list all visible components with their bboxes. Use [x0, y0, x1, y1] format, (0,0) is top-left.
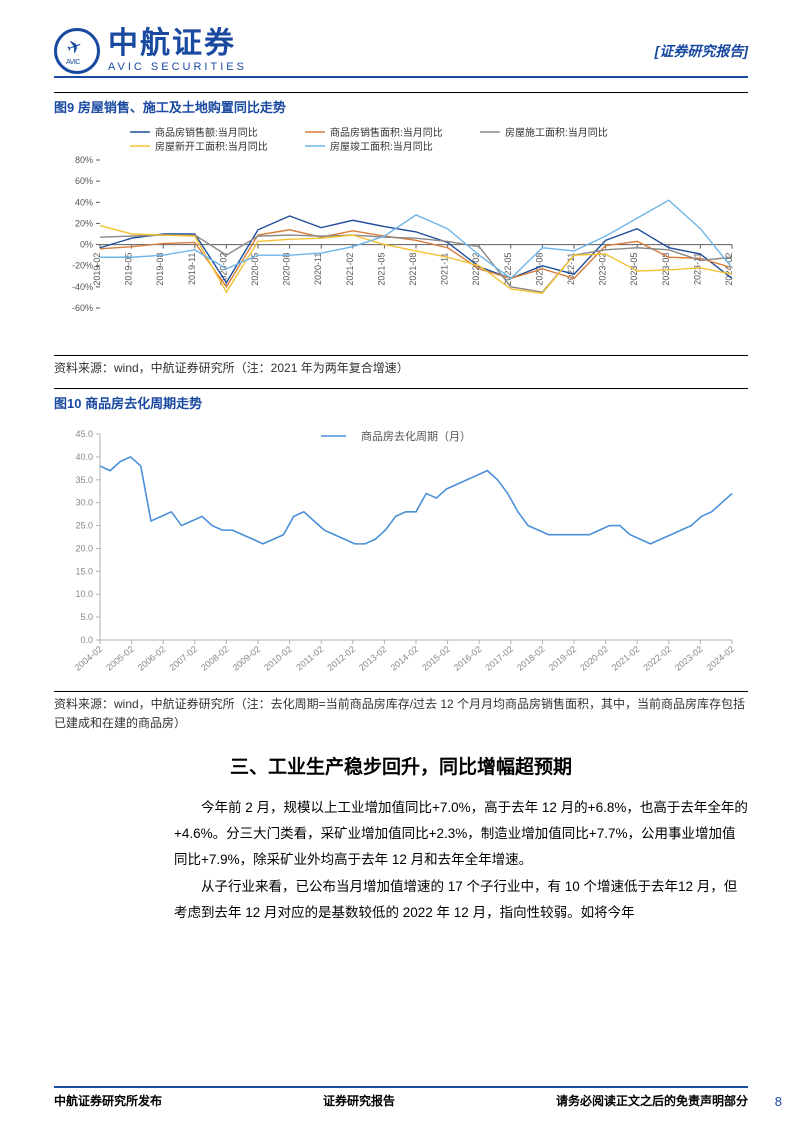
footer-center: 证券研究报告 — [323, 1092, 395, 1109]
svg-text:0%: 0% — [80, 240, 93, 250]
svg-text:20%: 20% — [75, 218, 93, 228]
chart10-svg: 0.0 5.0 10.0 15.0 20.0 25.0 30.0 35.0 40.0 45.0 20… — [54, 416, 742, 686]
section-heading: 三、工业生产稳步回升，同比增幅超预期 — [54, 752, 748, 779]
logo-sub-text: AVIC — [66, 59, 80, 66]
logo-name-cn: 中航证券 — [108, 29, 247, 59]
svg-text:2018-02: 2018-02 — [515, 644, 547, 673]
svg-text:2022-02: 2022-02 — [641, 644, 673, 673]
page-header: ✈ AVIC 中航证券 AVIC SECURITIES [证券研究报告] — [54, 28, 748, 78]
svg-text:商品房去化周期（月）: 商品房去化周期（月） — [361, 429, 471, 443]
chart10: 0.0 5.0 10.0 15.0 20.0 25.0 30.0 35.0 40.0 45.0 20… — [54, 416, 748, 691]
svg-text:40.0: 40.0 — [75, 452, 93, 462]
svg-text:2006-02: 2006-02 — [136, 644, 168, 673]
svg-text:60%: 60% — [75, 176, 93, 186]
svg-text:2012-02: 2012-02 — [325, 644, 357, 673]
svg-text:2010-02: 2010-02 — [262, 644, 294, 673]
svg-text:2008-02: 2008-02 — [199, 644, 231, 673]
svg-text:2005-02: 2005-02 — [104, 644, 136, 673]
svg-text:2022-05: 2022-05 — [503, 253, 513, 286]
logo-name-en: AVIC SECURITIES — [108, 61, 247, 73]
svg-text:2011-02: 2011-02 — [294, 644, 325, 672]
svg-text:2016-02: 2016-02 — [452, 644, 484, 673]
svg-text:2021-02: 2021-02 — [345, 253, 355, 286]
svg-text:30.0: 30.0 — [75, 498, 93, 508]
chart9: 商品房销售额:当月同比 商品房销售面积:当月同比 房屋施工面积:当月同比房屋新开工面… — [54, 120, 748, 355]
svg-text:2004-02: 2004-02 — [73, 644, 105, 673]
svg-text:商品房销售额:当月同比: 商品房销售额:当月同比 — [155, 126, 258, 139]
svg-text:80%: 80% — [75, 155, 93, 165]
svg-text:房屋新开工面积:当月同比: 房屋新开工面积:当月同比 — [155, 140, 268, 153]
svg-text:2019-11: 2019-11 — [187, 253, 197, 285]
chart9-title: 图9 房屋销售、施工及土地购置同比走势 — [54, 92, 748, 116]
svg-text:2023-02: 2023-02 — [673, 644, 705, 673]
svg-text:2020-08: 2020-08 — [282, 253, 292, 286]
svg-text:房屋施工面积:当月同比: 房屋施工面积:当月同比 — [505, 126, 608, 139]
body-para-2: 从子行业来看，已公布当月增加值增速的 17 个子行业中，有 10 个增速低于去年… — [174, 874, 748, 927]
svg-text:2024-02: 2024-02 — [705, 644, 737, 673]
logo-mark: ✈ AVIC — [54, 28, 100, 74]
body-para-1: 今年前 2 月，规模以上工业增加值同比+7.0%，高于去年 12 月的+6.8%… — [174, 795, 748, 874]
svg-text:0.0: 0.0 — [80, 635, 93, 645]
chart10-source: 资料来源：wind，中航证券研究所（注：去化周期=当前商品房库存/过去 12 个… — [54, 691, 748, 733]
svg-text:2007-02: 2007-02 — [167, 644, 199, 673]
svg-text:25.0: 25.0 — [75, 521, 93, 531]
svg-text:2023-02: 2023-02 — [598, 253, 608, 286]
svg-text:10.0: 10.0 — [75, 589, 93, 599]
svg-text:45.0: 45.0 — [75, 429, 93, 439]
svg-text:2021-05: 2021-05 — [376, 253, 386, 286]
svg-text:40%: 40% — [75, 197, 93, 207]
page-number: 8 — [775, 1094, 782, 1109]
svg-text:-60%: -60% — [72, 303, 93, 313]
svg-text:-40%: -40% — [72, 282, 93, 292]
svg-text:商品房销售面积:当月同比: 商品房销售面积:当月同比 — [330, 126, 443, 139]
doc-tag: [证券研究报告] — [655, 41, 748, 61]
svg-text:2015-02: 2015-02 — [420, 644, 452, 673]
svg-text:2021-08: 2021-08 — [408, 253, 418, 286]
chart9-source: 资料来源：wind，中航证券研究所（注：2021 年为两年复合增速） — [54, 355, 748, 378]
svg-text:35.0: 35.0 — [75, 475, 93, 485]
svg-text:15.0: 15.0 — [75, 567, 93, 577]
chart10-title: 图10 商品房去化周期走势 — [54, 388, 748, 412]
svg-text:20.0: 20.0 — [75, 544, 93, 554]
plane-icon: ✈ — [64, 35, 85, 60]
footer-right: 请务必阅读正文之后的免责声明部分 — [556, 1092, 748, 1109]
svg-text:2014-02: 2014-02 — [389, 644, 421, 673]
svg-text:2019-02: 2019-02 — [547, 644, 579, 673]
svg-text:2020-02: 2020-02 — [578, 644, 610, 673]
svg-text:房屋竣工面积:当月同比: 房屋竣工面积:当月同比 — [330, 140, 433, 153]
page-footer: 中航证券研究所发布 证券研究报告 请务必阅读正文之后的免责声明部分 — [54, 1086, 748, 1109]
svg-text:5.0: 5.0 — [80, 612, 93, 622]
chart9-svg: 商品房销售额:当月同比 商品房销售面积:当月同比 房屋施工面积:当月同比房屋新开工面… — [54, 120, 742, 350]
footer-left: 中航证券研究所发布 — [54, 1092, 162, 1109]
svg-text:2020-11: 2020-11 — [313, 253, 323, 285]
svg-text:-20%: -20% — [72, 261, 93, 271]
svg-text:2013-02: 2013-02 — [357, 644, 389, 673]
svg-text:2017-02: 2017-02 — [483, 644, 515, 673]
svg-text:2009-02: 2009-02 — [231, 644, 263, 673]
brand-logo: ✈ AVIC 中航证券 AVIC SECURITIES — [54, 28, 247, 74]
svg-text:2019-08: 2019-08 — [155, 253, 165, 286]
svg-text:2022-11: 2022-11 — [566, 253, 576, 285]
svg-text:2021-02: 2021-02 — [610, 644, 642, 673]
